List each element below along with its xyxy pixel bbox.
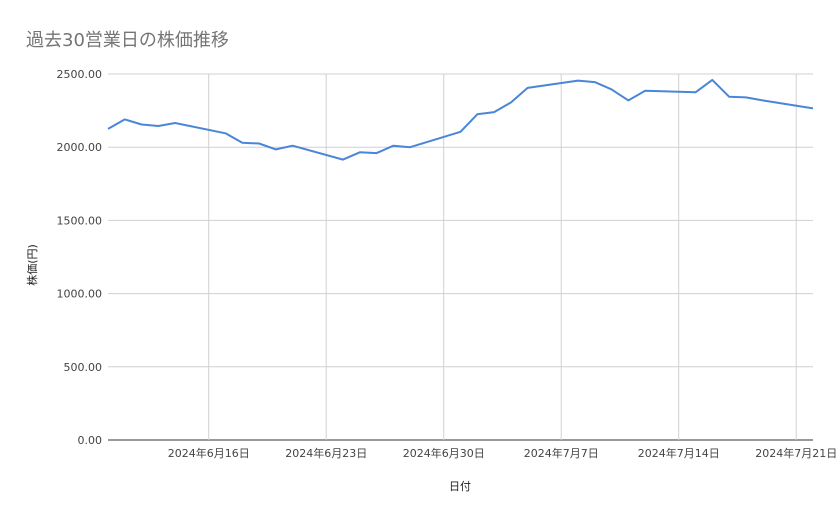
- y-tick-label: 2500.00: [57, 68, 103, 81]
- series-layer: [107, 78, 814, 161]
- x-tick-label: 2024年7月21日: [755, 446, 837, 460]
- y-axis-ticks: 0.00 500.00 1000.00 1500.00 2000.00 2500.00: [57, 68, 103, 447]
- x-tick-label: 2024年6月23日: [285, 446, 367, 460]
- x-tick-label: 2024年7月14日: [638, 446, 720, 460]
- y-tick-label: 1000.00: [57, 288, 103, 301]
- chart-title: 過去30営業日の株価推移: [26, 30, 229, 51]
- grid-lines: [108, 73, 813, 441]
- x-axis-title: 日付: [449, 480, 471, 493]
- y-tick-label: 2000.00: [57, 141, 103, 154]
- y-tick-label: 0.00: [78, 434, 103, 447]
- y-axis-title: 株価(円): [25, 244, 39, 286]
- x-axis-ticks: 2024年6月16日 2024年6月23日 2024年6月30日 2024年7月7日 2…: [168, 446, 838, 460]
- y-tick-label: 500.00: [64, 361, 103, 374]
- y-tick-label: 1500.00: [57, 214, 103, 227]
- series-line: [107, 78, 814, 161]
- x-tick-label: 2024年6月30日: [403, 446, 485, 460]
- x-tick-label: 2024年7月7日: [524, 446, 599, 460]
- x-tick-label: 2024年6月16日: [168, 446, 250, 460]
